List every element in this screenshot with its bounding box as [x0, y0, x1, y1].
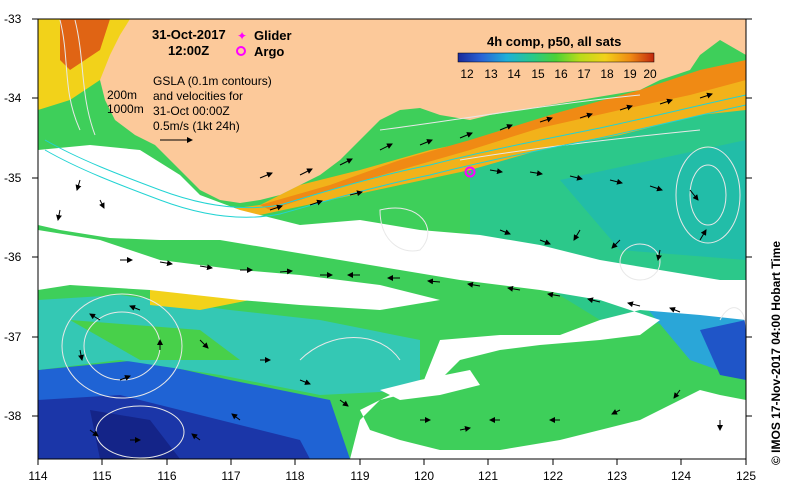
y-tick-label: -37 [4, 330, 22, 344]
plot-area [38, 19, 746, 459]
gsla-annotation: GSLA (0.1m contours) and velocities for … [153, 74, 272, 143]
sla-contours [59, 19, 746, 459]
colorbar-tick: 14 [507, 67, 521, 81]
y-tick-label: -36 [4, 250, 22, 264]
x-axis [37, 459, 747, 465]
x-tick-label: 124 [671, 469, 691, 483]
gsla-line: and velocities for [153, 89, 243, 103]
argo-symbol [236, 46, 246, 56]
x-tick-label: 116 [157, 469, 176, 483]
gsla-line: 31-Oct 00:00Z [153, 104, 230, 118]
y-tick-label: -33 [4, 12, 22, 26]
y-tick-label: -34 [4, 91, 22, 105]
x-tick-label: 117 [221, 469, 240, 483]
x-tick-label: 114 [28, 469, 47, 483]
x-tick-labels: 114 115 116 117 118 119 120 121 122 123 … [28, 469, 756, 483]
map-date-title: 31-Oct-2017 [152, 27, 226, 42]
colorbar-title: 4h comp, p50, all sats [487, 34, 621, 49]
x-tick-label: 120 [414, 469, 434, 483]
colorbar-tick: 15 [531, 67, 545, 81]
marker-legend: ✦ Glider Argo [236, 28, 292, 59]
colorbar-tick: 18 [600, 67, 614, 81]
x-tick-label: 123 [607, 469, 627, 483]
y-tick-label: -38 [4, 409, 22, 423]
glider-symbol: ✦ [237, 29, 247, 43]
y-axis [32, 18, 752, 417]
velocity-arrows [56, 92, 723, 443]
isobaths [44, 94, 746, 218]
credit-text: © IMOS 17-Nov-2017 04:00 Hobart Time [769, 241, 783, 465]
depth-label-200m: 200m [107, 88, 137, 102]
colorbar-tick: 16 [554, 67, 568, 81]
depth-label-1000m: 1000m [107, 102, 144, 116]
glider-label: Glider [254, 28, 292, 43]
y-tick-labels: -33 -34 -35 -36 -37 -38 [4, 12, 22, 423]
gsla-line: GSLA (0.1m contours) [153, 74, 272, 88]
colorbar-tick: 12 [460, 67, 474, 81]
colorbar: 4h comp, p50, all sats 12 13 14 15 16 17… [457, 34, 657, 81]
y-tick-label: -35 [4, 171, 22, 185]
colorbar-tick: 13 [484, 67, 498, 81]
x-tick-label: 118 [285, 469, 304, 483]
x-tick-label: 122 [543, 469, 563, 483]
colorbar-tick: 20 [643, 67, 657, 81]
plot-border [37, 18, 747, 460]
argo-marker [464, 166, 476, 178]
x-tick-label: 119 [350, 469, 369, 483]
x-tick-label: 115 [92, 469, 111, 483]
x-tick-label: 125 [736, 469, 756, 483]
colorbar-tick: 17 [577, 67, 591, 81]
x-tick-label: 121 [478, 469, 498, 483]
colorbar-ramp [457, 52, 655, 63]
map-time-title: 12:00Z [168, 43, 209, 58]
colorbar-tick: 19 [623, 67, 637, 81]
velocity-scale-label: 0.5m/s (1kt 24h) [153, 119, 240, 133]
argo-label: Argo [254, 44, 284, 59]
